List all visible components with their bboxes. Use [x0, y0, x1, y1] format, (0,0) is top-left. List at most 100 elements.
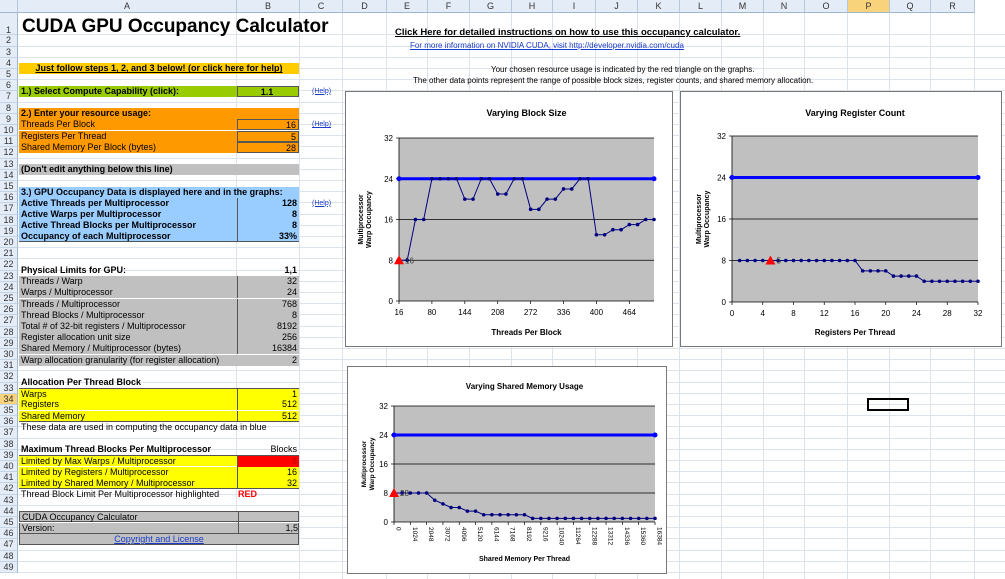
row-header[interactable]: 37	[0, 427, 18, 439]
row-header[interactable]: 39	[0, 449, 18, 461]
row-header[interactable]: 49	[0, 561, 18, 573]
chart-register-count[interactable]: Varying Register Count 0 8 16 24 32 0 4 8 12 16 20 2…	[680, 91, 1002, 347]
row-header[interactable]: 30	[0, 349, 18, 361]
occupancy-point	[620, 516, 625, 521]
threads-per-block-input[interactable]: 16	[237, 119, 299, 131]
column-header-m[interactable]: M	[722, 0, 764, 13]
chart-shared-memory[interactable]: Varying Shared Memory Usage 0 8 16 24 32 0 1024…	[347, 366, 667, 574]
row-header[interactable]: 16	[0, 192, 18, 204]
row-header[interactable]: 24	[0, 281, 18, 293]
registers-per-thread-input[interactable]: 5	[237, 130, 299, 142]
occupancy-label: Active Threads per Multiprocessor	[21, 197, 170, 208]
row-header[interactable]: 23	[0, 270, 18, 282]
shared-memory-input[interactable]: 28	[237, 141, 299, 153]
physical-limit-label: Warps / Multiprocessor	[21, 287, 113, 298]
row-header[interactable]: 2	[0, 35, 18, 47]
row-header[interactable]: 46	[0, 528, 18, 540]
row-header[interactable]: 31	[0, 360, 18, 372]
chart-block-size[interactable]: Varying Block Size 0 8 16 24 32 16 80 144 208 272 3…	[345, 91, 673, 347]
column-header-o[interactable]: O	[805, 0, 848, 13]
row-header[interactable]: 10	[0, 125, 18, 137]
row-header[interactable]: 41	[0, 472, 18, 484]
row-header[interactable]: 14	[0, 169, 18, 181]
occupancy-point	[441, 502, 445, 506]
row-header[interactable]: 6	[0, 80, 18, 92]
row-header[interactable]: 1	[0, 13, 18, 36]
nvidia-cuda-link[interactable]: For more information on NVIDIA CUDA, vis…	[410, 41, 684, 50]
row-header[interactable]: 19	[0, 225, 18, 237]
row-header[interactable]: 28	[0, 326, 18, 338]
row-header[interactable]: 36	[0, 416, 18, 428]
compute-capability-select[interactable]: 1.1	[237, 85, 299, 97]
x-tick-label: 16384	[656, 527, 663, 545]
row-header[interactable]: 11	[0, 136, 18, 148]
row-header[interactable]: 45	[0, 517, 18, 529]
occupancy-point	[930, 279, 934, 284]
row-header[interactable]: 35	[0, 405, 18, 417]
column-header-b[interactable]: B	[237, 0, 300, 13]
row-header[interactable]: 17	[0, 203, 18, 215]
row-header[interactable]: 42	[0, 483, 18, 495]
help-link-resources[interactable]: (Help)	[312, 121, 332, 129]
row-header[interactable]: 21	[0, 248, 18, 260]
row-header[interactable]: 5	[0, 69, 18, 81]
row-header[interactable]: 40	[0, 461, 18, 473]
row-header[interactable]: 34	[0, 393, 18, 405]
x-tick-label: 16	[395, 308, 404, 317]
column-header-g[interactable]: G	[470, 0, 512, 13]
row-header[interactable]: 7	[0, 91, 18, 103]
column-header-c[interactable]: C	[300, 0, 343, 13]
row-header[interactable]: 18	[0, 214, 18, 226]
occupancy-point	[578, 176, 582, 181]
select-all-corner[interactable]	[0, 0, 18, 13]
row-header[interactable]: 32	[0, 371, 18, 383]
row-header[interactable]: 12	[0, 147, 18, 159]
row-header[interactable]: 25	[0, 293, 18, 305]
row-header[interactable]: 47	[0, 539, 18, 551]
column-header-n[interactable]: N	[764, 0, 805, 13]
y-tick-label: 8	[389, 256, 394, 265]
column-header-k[interactable]: K	[638, 0, 680, 13]
column-header-r[interactable]: R	[931, 0, 975, 13]
row-header[interactable]: 3	[0, 46, 18, 58]
help-link-compute[interactable]: (Help)	[312, 87, 332, 95]
row-header[interactable]: 8	[0, 102, 18, 114]
row-header[interactable]: 9	[0, 113, 18, 125]
occupancy-point	[481, 512, 486, 517]
row-header[interactable]: 44	[0, 505, 18, 517]
column-header-d[interactable]: D	[343, 0, 387, 13]
column-header-i[interactable]: I	[553, 0, 596, 13]
selected-point-label: 5	[776, 257, 781, 266]
page-title: CUDA GPU Occupancy Calculator	[22, 16, 329, 37]
row-header[interactable]: 43	[0, 494, 18, 506]
row-header[interactable]: 38	[0, 438, 18, 450]
steps-banner[interactable]: Just follow steps 1, 2, and 3 below! (or…	[19, 63, 299, 75]
column-header-a[interactable]: A	[18, 0, 237, 13]
selected-triangle-marker	[765, 255, 776, 265]
occupancy-point	[853, 258, 857, 263]
steps-banner-link[interactable]: Just follow steps 1, 2, and 3 below! (or…	[35, 63, 283, 74]
row-header[interactable]: 15	[0, 181, 18, 193]
row-header[interactable]: 27	[0, 315, 18, 327]
row-header[interactable]: 4	[0, 57, 18, 69]
row-header[interactable]: 48	[0, 550, 18, 562]
column-header-e[interactable]: E	[387, 0, 428, 13]
row-header[interactable]: 22	[0, 259, 18, 271]
column-header-q[interactable]: Q	[890, 0, 931, 13]
instructions-link[interactable]: Click Here for detailed instructions on …	[395, 27, 741, 38]
column-header-l[interactable]: L	[680, 0, 722, 13]
column-header-h[interactable]: H	[512, 0, 553, 13]
row-header[interactable]: 20	[0, 237, 18, 249]
row-header[interactable]: 33	[0, 382, 18, 394]
note-line-1: Your chosen resource usage is indicated …	[491, 65, 755, 74]
column-header-p[interactable]: P	[848, 0, 890, 13]
help-link-occupancy[interactable]: (Help)	[312, 199, 332, 207]
row-header[interactable]: 13	[0, 158, 18, 170]
active-cell-cursor[interactable]	[867, 398, 909, 411]
column-header-f[interactable]: F	[428, 0, 470, 13]
version-value: 1,5	[238, 522, 300, 534]
row-header[interactable]: 29	[0, 337, 18, 349]
column-header-j[interactable]: J	[596, 0, 638, 13]
row-header[interactable]: 26	[0, 304, 18, 316]
copyright-license-link[interactable]: Copyright and License	[114, 533, 204, 544]
